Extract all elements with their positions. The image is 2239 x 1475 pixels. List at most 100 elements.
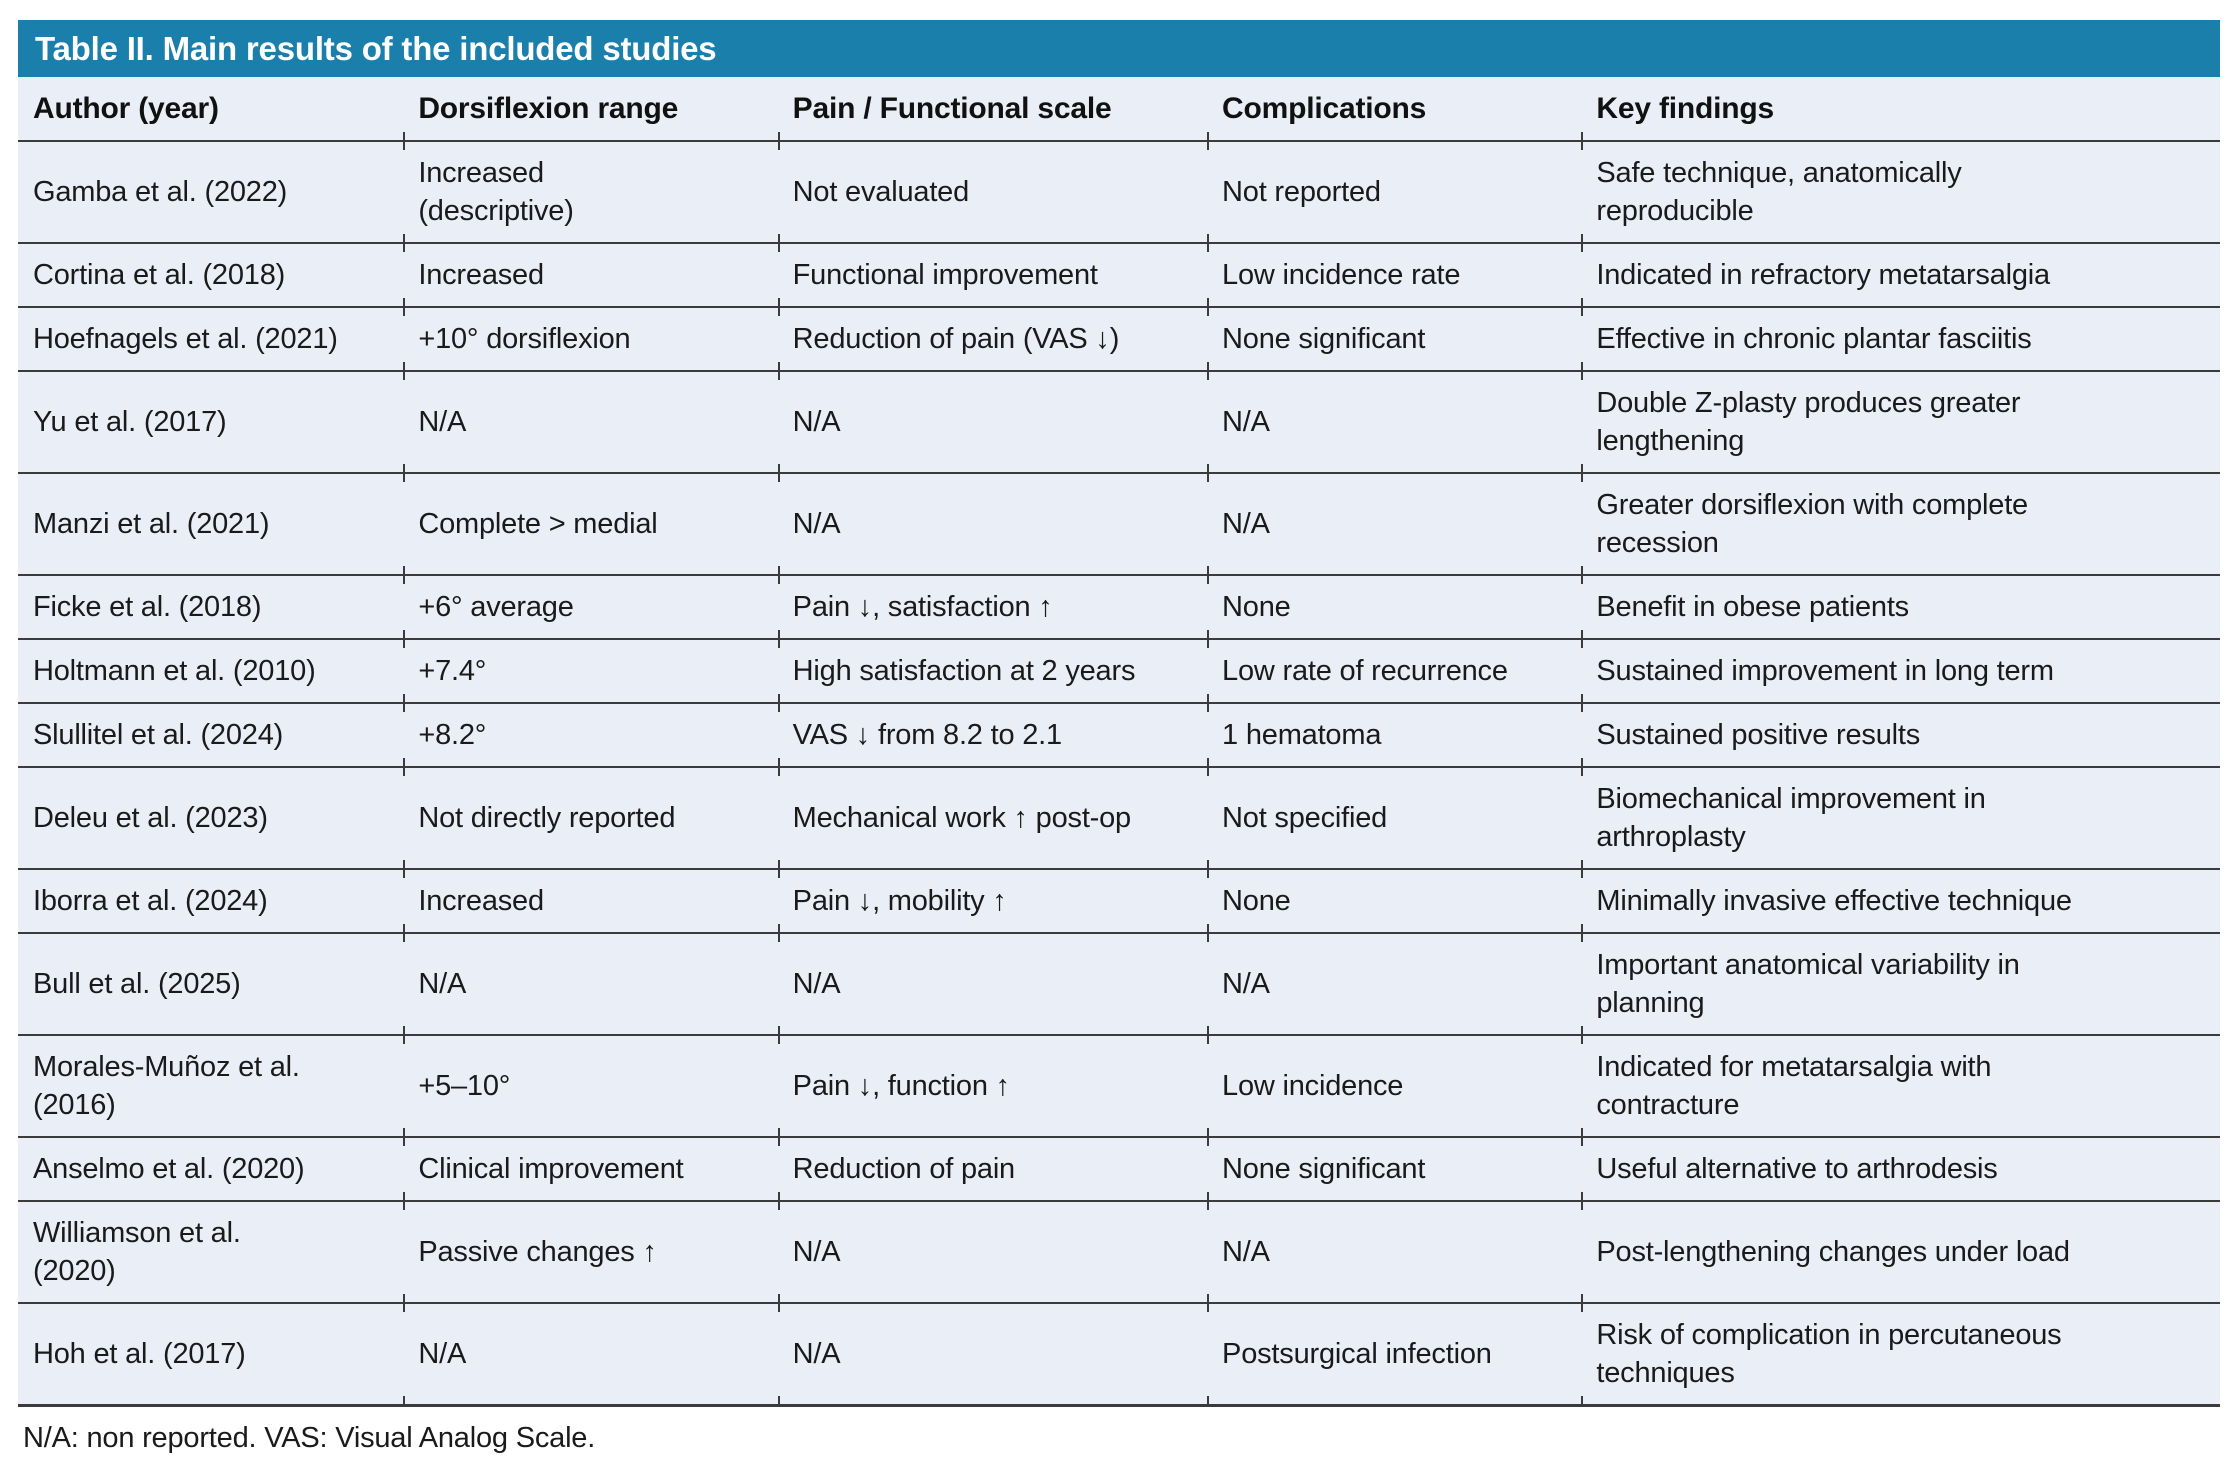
table-row: Holtmann et al. (2010) +7.4° High satisfac…: [18, 639, 2220, 704]
table-cell: Mechanical work ↑ post-op: [777, 767, 1208, 870]
table-cell: Slullitel et al. (2024): [18, 703, 404, 768]
table-cell: Increased (descriptive): [403, 141, 778, 244]
table-cell: None: [1207, 869, 1582, 934]
table-cell: N/A: [777, 371, 1208, 474]
table-cell: N/A: [777, 473, 1208, 576]
table-row: Hoefnagels et al. (2021) +10° dorsiflexio…: [18, 307, 2220, 372]
table-cell: Cortina et al. (2018): [18, 243, 404, 308]
table-cell: Benefit in obese patients: [1581, 575, 2220, 640]
table-row: Ficke et al. (2018) +6° average Pain ↓, sa…: [18, 575, 2220, 640]
table-row: Hoh et al. (2017) N/A N/A Postsurgical infe…: [18, 1303, 2220, 1407]
table-cell: Yu et al. (2017): [18, 371, 404, 474]
table-cell: Not directly reported: [403, 767, 778, 870]
table-cell: Pain ↓, mobility ↑: [777, 869, 1208, 934]
table-cell: Anselmo et al. (2020): [18, 1137, 404, 1202]
table-cell: N/A: [1207, 371, 1582, 474]
table-cell: Safe technique, anatomically reproducibl…: [1581, 141, 2220, 244]
table-row: Slullitel et al. (2024) +8.2° VAS ↓ from 8…: [18, 703, 2220, 768]
table-cell: Sustained positive results: [1581, 703, 2220, 768]
table-cell: Indicated for metatarsalgia with contrac…: [1581, 1035, 2220, 1138]
table-cell: Important anatomical variability in plan…: [1581, 933, 2220, 1036]
table-cell: Deleu et al. (2023): [18, 767, 404, 870]
table-row: Williamson et al. (2020) Passive changes …: [18, 1201, 2220, 1304]
table-footnote: N/A: non reported. VAS: Visual Analog Sc…: [23, 1422, 596, 1454]
table-cell: N/A: [777, 933, 1208, 1036]
table-cell: N/A: [1207, 473, 1582, 576]
table-cell: Low incidence rate: [1207, 243, 1582, 308]
table-cell: Clinical improvement: [403, 1137, 778, 1202]
table-cell: Postsurgical infection: [1207, 1303, 1582, 1407]
table-cell: Biomechanical improvement in arthroplast…: [1581, 767, 2220, 870]
table-cell: N/A: [777, 1201, 1208, 1304]
table-cell: Increased: [403, 243, 778, 308]
table-title-bar: Table II. Main results of the included s…: [18, 20, 2220, 77]
table-cell: Post-lengthening changes under load: [1581, 1201, 2220, 1304]
table-row: Yu et al. (2017) N/A N/A N/A Double Z-plasty…: [18, 371, 2220, 474]
table-cell: Passive changes ↑: [403, 1201, 778, 1304]
table-cell: N/A: [403, 1303, 778, 1407]
table-cell: Not reported: [1207, 141, 1582, 244]
table-cell: N/A: [403, 933, 778, 1036]
table-cell: Double Z-plasty produces greater lengthe…: [1581, 371, 2220, 474]
table-cell: Not evaluated: [777, 141, 1208, 244]
table-cell: None: [1207, 575, 1582, 640]
column-header-dorsiflexion-range: Dorsiflexion range: [403, 77, 778, 142]
table-cell: N/A: [1207, 933, 1582, 1036]
table-cell: Low incidence: [1207, 1035, 1582, 1138]
column-header-key-findings: Key findings: [1581, 77, 2220, 142]
results-table: Author (year) Dorsiflexion range Pain / …: [18, 77, 2220, 1407]
table-cell: +10° dorsiflexion: [403, 307, 778, 372]
header-row: Author (year) Dorsiflexion range Pain / …: [18, 77, 2220, 142]
column-header-author: Author (year): [18, 77, 404, 142]
column-header-pain-functional-scale: Pain / Functional scale: [777, 77, 1208, 142]
table-cell: Increased: [403, 869, 778, 934]
table-cell: Hoh et al. (2017): [18, 1303, 404, 1407]
table-cell: Hoefnagels et al. (2021): [18, 307, 404, 372]
table-cell: N/A: [777, 1303, 1208, 1407]
table-row: Bull et al. (2025) N/A N/A N/A Important ana…: [18, 933, 2220, 1036]
table-cell: Low rate of recurrence: [1207, 639, 1582, 704]
table-row: Gamba et al. (2022) Increased (descriptiv…: [18, 141, 2220, 244]
table-cell: Reduction of pain (VAS ↓): [777, 307, 1208, 372]
column-header-complications: Complications: [1207, 77, 1582, 142]
table-cell: Pain ↓, function ↑: [777, 1035, 1208, 1138]
table-cell: Minimally invasive effective technique: [1581, 869, 2220, 934]
table-cell: Useful alternative to arthrodesis: [1581, 1137, 2220, 1202]
table-cell: Indicated in refractory metatarsalgia: [1581, 243, 2220, 308]
table-row: Morales-Muñoz et al. (2016) +5–10° Pain ↓,…: [18, 1035, 2220, 1138]
table-cell: Williamson et al. (2020): [18, 1201, 404, 1304]
table-cell: Functional improvement: [777, 243, 1208, 308]
table-cell: Risk of complication in percutaneous tec…: [1581, 1303, 2220, 1407]
table-cell: Gamba et al. (2022): [18, 141, 404, 244]
table-row: Iborra et al. (2024) Increased Pain ↓, mob…: [18, 869, 2220, 934]
table-cell: 1 hematoma: [1207, 703, 1582, 768]
table-cell: Morales-Muñoz et al. (2016): [18, 1035, 404, 1138]
table-cell: Iborra et al. (2024): [18, 869, 404, 934]
table-cell: N/A: [1207, 1201, 1582, 1304]
table-cell: Holtmann et al. (2010): [18, 639, 404, 704]
table-cell: Greater dorsiflexion with complete reces…: [1581, 473, 2220, 576]
table-cell: Pain ↓, satisfaction ↑: [777, 575, 1208, 640]
table-body: Gamba et al. (2022) Increased (descriptiv…: [18, 141, 2220, 1407]
table-cell: VAS ↓ from 8.2 to 2.1: [777, 703, 1208, 768]
table-cell: N/A: [403, 371, 778, 474]
table-cell: Ficke et al. (2018): [18, 575, 404, 640]
table-row: Manzi et al. (2021) Complete > medial N/A N…: [18, 473, 2220, 576]
table-cell: +7.4°: [403, 639, 778, 704]
table-row: Deleu et al. (2023) Not directly reported…: [18, 767, 2220, 870]
table-row: Cortina et al. (2018) Increased Functional…: [18, 243, 2220, 308]
table-header: Author (year) Dorsiflexion range Pain / …: [18, 77, 2220, 142]
table-row: Anselmo et al. (2020) Clinical improvemen…: [18, 1137, 2220, 1202]
table-cell: Bull et al. (2025): [18, 933, 404, 1036]
table-cell: None significant: [1207, 1137, 1582, 1202]
table-cell: +8.2°: [403, 703, 778, 768]
table-cell: Reduction of pain: [777, 1137, 1208, 1202]
table-cell: +6° average: [403, 575, 778, 640]
table-cell: Complete > medial: [403, 473, 778, 576]
table-cell: +5–10°: [403, 1035, 778, 1138]
table-cell: Sustained improvement in long term: [1581, 639, 2220, 704]
table-cell: None significant: [1207, 307, 1582, 372]
table-cell: Effective in chronic plantar fasciitis: [1581, 307, 2220, 372]
table-cell: Not specified: [1207, 767, 1582, 870]
